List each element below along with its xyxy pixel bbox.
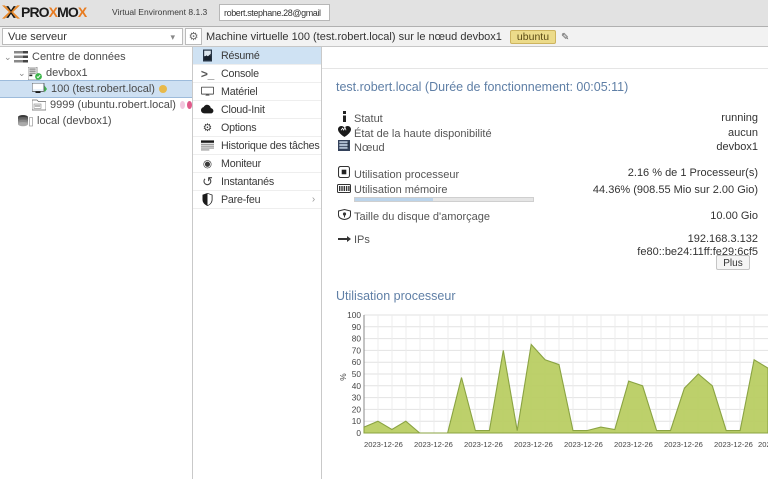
svg-text:60: 60: [352, 357, 362, 367]
svg-text:80: 80: [352, 334, 362, 344]
svg-text:20: 20: [352, 404, 362, 414]
svg-text:70: 70: [352, 345, 362, 355]
svg-text:40: 40: [352, 381, 362, 391]
svg-text:2023-12-26: 2023-12-26: [414, 440, 453, 449]
svg-text:2023-12-26: 2023-12-26: [614, 440, 653, 449]
svg-text:100: 100: [347, 310, 361, 320]
svg-text:90: 90: [352, 322, 362, 332]
svg-text:30: 30: [352, 393, 362, 403]
svg-text:0: 0: [356, 428, 361, 438]
svg-text:2023-12-26: 2023-12-26: [664, 440, 703, 449]
svg-text:2023-12-26: 2023-12-26: [714, 440, 753, 449]
svg-text:10: 10: [352, 416, 362, 426]
svg-text:2023-12-26: 2023-12-26: [364, 440, 403, 449]
svg-text:50: 50: [352, 369, 362, 379]
svg-text:2023-12-26: 2023-12-26: [564, 440, 603, 449]
svg-text:2023-12-26: 2023-12-26: [464, 440, 503, 449]
svg-text:2023-12-26: 2023-12-26: [514, 440, 553, 449]
svg-text:2023-12-2: 2023-12-2: [758, 440, 768, 449]
svg-text:%: %: [338, 373, 348, 381]
